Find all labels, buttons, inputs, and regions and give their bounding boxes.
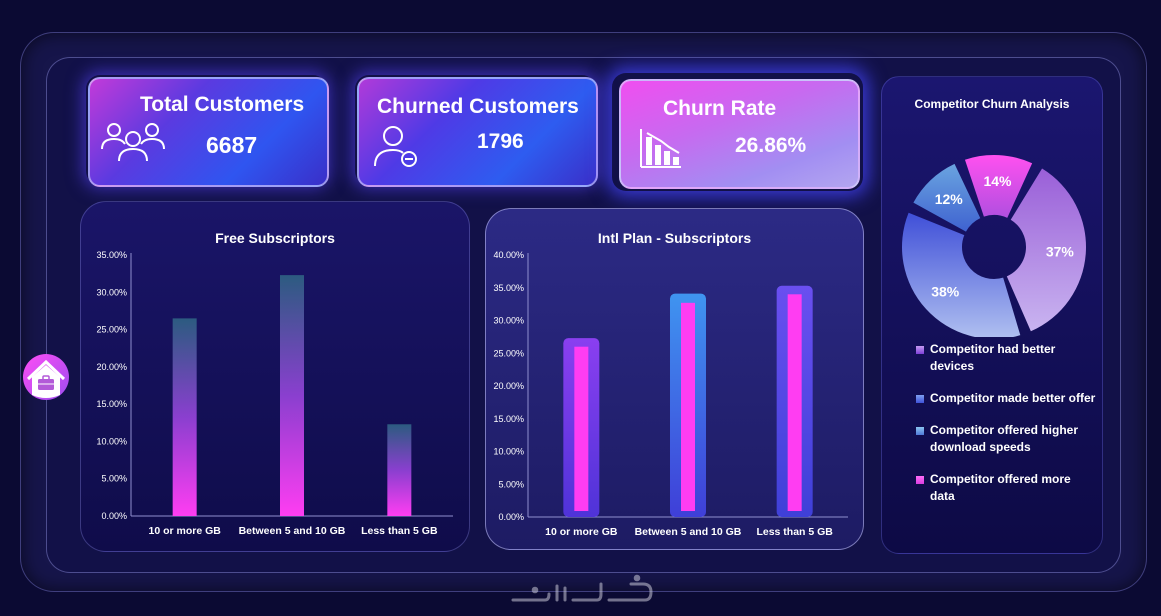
legend-label: Competitor offered more data (930, 472, 1071, 503)
kpi-title: Churned Customers (377, 95, 579, 118)
intl-plan-chart: 0.00% 5.00% 10.00% 15.00% 20.00% 25.00% 30.00%… (493, 250, 848, 538)
legend-item: Competitor made better offer (916, 390, 1096, 407)
y-tick-label: 0.00% (101, 511, 127, 521)
kpi-churned-customers: Churned Customers 1796 (357, 77, 598, 187)
intl-plan-panel: Intl Plan - Subscriptors 0.00% 5.00% 10.00… (485, 208, 864, 550)
legend-item: Competitor offered more data (916, 471, 1096, 505)
x-tick-label: Less than 5 GB (756, 526, 833, 538)
bar-inner (681, 302, 695, 511)
x-tick-label: Between 5 and 10 GB (239, 525, 346, 537)
legend-label: Competitor made better offer (930, 391, 1096, 405)
free-subscriptors-chart: 0.00% 5.00% 10.00% 15.00% 20.00% 25.00% 30.00%… (96, 250, 453, 537)
kpi-value: 6687 (206, 132, 258, 158)
x-tick-label: 10 or more GB (545, 526, 618, 538)
legend-swatch (916, 427, 924, 435)
free-subscriptors-panel: Free Subscriptors 0.00% 5.00% 10.00% 15.00%… (80, 201, 470, 552)
y-tick-label: 20.00% (493, 381, 524, 391)
bar (172, 318, 197, 516)
pie-legend: Competitor had better devices Competitor… (916, 341, 1096, 520)
pie-value-label: 12% (935, 191, 964, 207)
x-tick-label: Less than 5 GB (361, 525, 438, 537)
pie-slice (964, 155, 1033, 218)
y-tick-label: 10.00% (493, 447, 524, 457)
y-tick-label: 20.00% (96, 362, 127, 372)
pie-value-label: 38% (931, 284, 960, 300)
legend-item: Competitor offered higher download speed… (916, 422, 1096, 456)
pie-value-label: 37% (1046, 244, 1075, 260)
y-tick-label: 5.00% (101, 474, 127, 484)
watermark-logo (511, 574, 653, 602)
briefcase-icon (38, 375, 54, 390)
y-tick-label: 5.00% (498, 479, 524, 489)
competitor-churn-chart: 37% 38% 12% 14% (902, 155, 1086, 337)
chart-title: Free Subscriptors (215, 230, 335, 246)
y-tick-label: 40.00% (493, 250, 524, 260)
chart-title: Competitor Churn Analysis (914, 97, 1070, 111)
kpi-value: 1796 (477, 130, 524, 153)
legend-swatch (916, 476, 924, 484)
legend-label: Competitor offered higher download speed… (930, 423, 1079, 454)
y-tick-label: 25.00% (96, 325, 127, 335)
pie-slice (1006, 168, 1086, 332)
kpi-title: Total Customers (140, 93, 305, 116)
pie-slice (902, 212, 1021, 337)
legend-swatch (916, 346, 924, 354)
y-tick-label: 30.00% (96, 287, 127, 297)
y-tick-label: 30.00% (493, 316, 524, 326)
kpi-total-customers: Total Customers 6687 (88, 77, 329, 187)
bar-inner (787, 294, 802, 511)
chart-title: Intl Plan - Subscriptors (597, 230, 752, 246)
users-icon (101, 123, 165, 162)
y-tick-label: 15.00% (493, 414, 524, 424)
bar (280, 275, 304, 516)
pie-value-label: 14% (983, 173, 1012, 189)
kpi-churn-rate: Churn Rate 26.86% (619, 79, 860, 189)
x-tick-label: Between 5 and 10 GB (635, 526, 742, 538)
x-tick-label: 10 or more GB (148, 525, 221, 537)
declining-bar-chart-icon (640, 129, 681, 168)
kpi-value: 26.86% (735, 134, 807, 157)
y-tick-label: 15.00% (96, 399, 127, 409)
y-tick-label: 35.00% (96, 250, 127, 260)
competitor-churn-panel: Competitor Churn Analysis 37% 38% 12% 14% C… (881, 76, 1103, 554)
y-tick-label: 10.00% (96, 436, 127, 446)
pie-slice (913, 163, 981, 232)
bar-inner (574, 346, 589, 511)
home-button[interactable] (22, 353, 70, 401)
y-tick-label: 35.00% (493, 283, 524, 293)
legend-item: Competitor had better devices (916, 341, 1096, 375)
kpi-title: Churn Rate (663, 97, 777, 120)
legend-label: Competitor had better devices (930, 342, 1056, 373)
bar (387, 424, 412, 516)
legend-swatch (916, 395, 924, 403)
y-tick-label: 25.00% (493, 348, 524, 358)
y-tick-label: 0.00% (498, 512, 524, 522)
user-minus-icon (374, 126, 417, 167)
